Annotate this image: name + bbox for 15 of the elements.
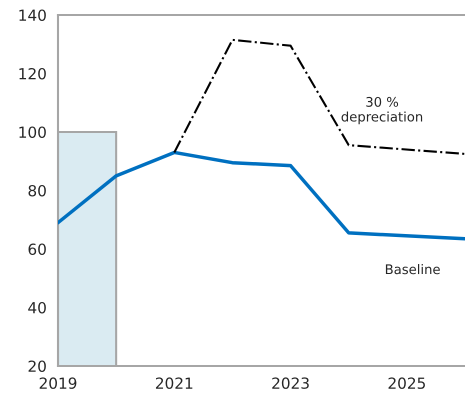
x-tick-label: 2021 [156,377,192,389]
x-tick-label: 2025 [388,377,425,389]
y-tick-label: 100 [19,126,46,138]
y-tick-label: 140 [19,9,46,22]
line-series [58,150,465,240]
y-tick-label: 60 [28,243,46,256]
text: Baseline [386,264,440,274]
line-series [173,38,465,155]
y-tick-label: 20 [28,360,46,372]
series-label: 30 % depreciation [342,96,422,124]
y-tick-label: 120 [19,68,46,80]
y-tick-label: 40 [28,302,46,314]
y-tick-label: 80 [28,184,46,197]
x-tick-label: 2019 [40,377,76,389]
x-tick-label: 2023 [272,377,309,389]
